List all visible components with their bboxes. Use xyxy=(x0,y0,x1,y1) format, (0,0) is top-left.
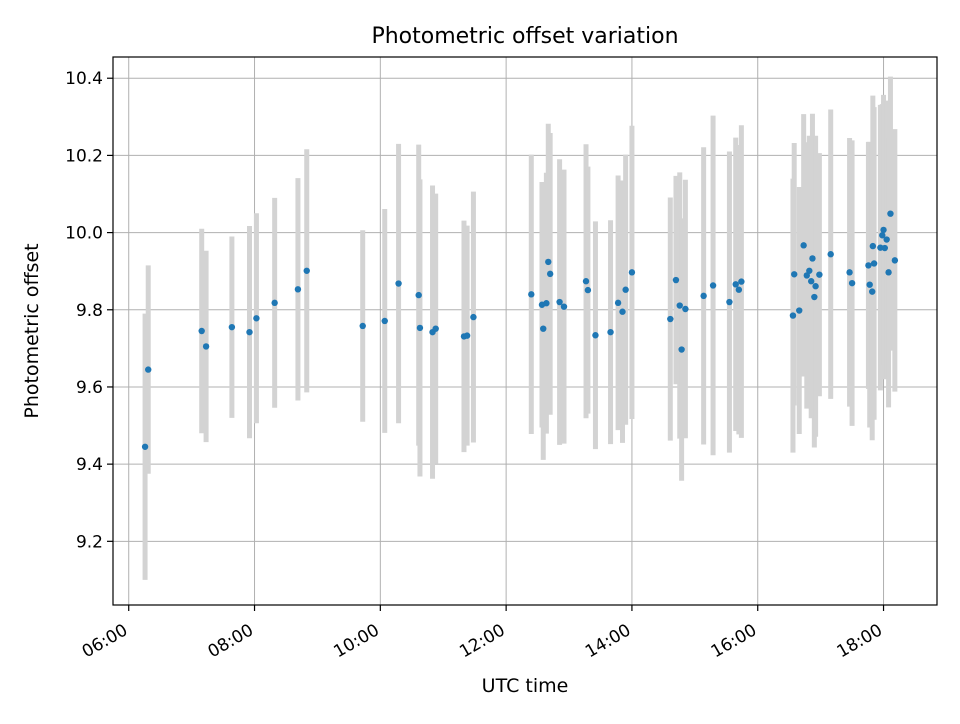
data-point-60 xyxy=(848,279,856,287)
data-point-49 xyxy=(796,307,803,314)
data-point-37 xyxy=(672,276,680,284)
data-point-68 xyxy=(880,226,887,234)
data-point-54 xyxy=(809,255,816,262)
data-point-2 xyxy=(198,327,205,335)
data-point-13 xyxy=(415,291,422,299)
data-point-12 xyxy=(395,280,402,287)
data-point-69 xyxy=(881,244,888,252)
data-point-14 xyxy=(416,324,424,332)
data-point-70 xyxy=(883,236,890,243)
data-point-30 xyxy=(592,332,599,339)
plot-frame xyxy=(112,56,938,606)
data-point-40 xyxy=(682,305,689,313)
data-point-67 xyxy=(879,232,886,239)
data-point-43 xyxy=(726,298,733,306)
data-point-6 xyxy=(253,315,260,322)
data-point-39 xyxy=(678,346,685,353)
y-axis-ticks: 9.2 9.4 9.6 9.8 10.0 10.2 10.4 xyxy=(65,69,113,552)
data-point-25 xyxy=(546,270,554,278)
data-point-44 xyxy=(732,281,739,288)
data-point-45 xyxy=(735,286,743,293)
data-point-31 xyxy=(607,328,614,336)
y-tick-label-5: 10.2 xyxy=(65,146,103,166)
data-point-48 xyxy=(791,271,798,278)
data-point-46 xyxy=(738,278,745,285)
y-tick-label-3: 9.8 xyxy=(76,301,103,321)
data-points xyxy=(141,210,899,450)
data-point-42 xyxy=(709,282,717,289)
data-point-38 xyxy=(676,302,683,309)
data-point-73 xyxy=(891,257,899,264)
data-point-24 xyxy=(545,258,552,266)
data-point-4 xyxy=(228,323,236,331)
data-point-58 xyxy=(827,251,834,258)
y-tick-label-4: 10.0 xyxy=(65,224,103,244)
data-point-61 xyxy=(865,262,872,269)
data-point-10 xyxy=(359,322,366,330)
y-tick-label-2: 9.6 xyxy=(76,378,103,398)
data-point-35 xyxy=(628,269,636,276)
data-point-27 xyxy=(560,303,568,310)
data-point-33 xyxy=(619,308,626,315)
data-point-47 xyxy=(789,312,797,319)
data-point-52 xyxy=(806,267,813,274)
data-point-20 xyxy=(528,291,535,298)
data-point-36 xyxy=(667,315,674,323)
data-point-71 xyxy=(885,269,892,276)
data-point-65 xyxy=(870,260,878,267)
y-tick-label-6: 10.4 xyxy=(65,69,103,89)
data-point-5 xyxy=(246,328,253,336)
data-point-11 xyxy=(381,317,388,325)
data-point-28 xyxy=(582,278,590,285)
data-point-72 xyxy=(887,210,894,217)
data-point-62 xyxy=(866,281,873,288)
data-point-26 xyxy=(556,298,563,306)
data-point-19 xyxy=(470,313,477,321)
data-point-0 xyxy=(141,443,149,450)
y-tick-label-1: 9.4 xyxy=(76,455,103,475)
data-point-9 xyxy=(303,267,310,274)
data-point-22 xyxy=(540,325,547,332)
data-point-29 xyxy=(584,286,592,294)
data-point-59 xyxy=(846,269,853,276)
data-point-32 xyxy=(614,299,622,307)
data-point-3 xyxy=(202,343,210,350)
x-axis-label: UTC time xyxy=(482,675,569,697)
data-point-1 xyxy=(145,366,152,373)
data-point-16 xyxy=(432,325,439,332)
data-point-55 xyxy=(811,293,818,301)
data-point-18 xyxy=(463,332,471,339)
y-tick-label-0: 9.2 xyxy=(76,532,103,552)
data-point-64 xyxy=(869,242,877,250)
data-point-50 xyxy=(800,242,807,249)
data-point-7 xyxy=(271,299,278,307)
data-point-63 xyxy=(869,288,876,295)
y-axis-label: Photometric offset xyxy=(21,243,43,418)
data-point-23 xyxy=(543,300,550,307)
data-point-57 xyxy=(816,271,823,278)
data-point-8 xyxy=(294,286,302,293)
chart-title: Photometric offset variation xyxy=(371,24,678,49)
data-point-56 xyxy=(812,283,819,290)
data-point-53 xyxy=(807,278,815,285)
data-point-41 xyxy=(700,292,707,300)
data-point-34 xyxy=(622,286,629,293)
